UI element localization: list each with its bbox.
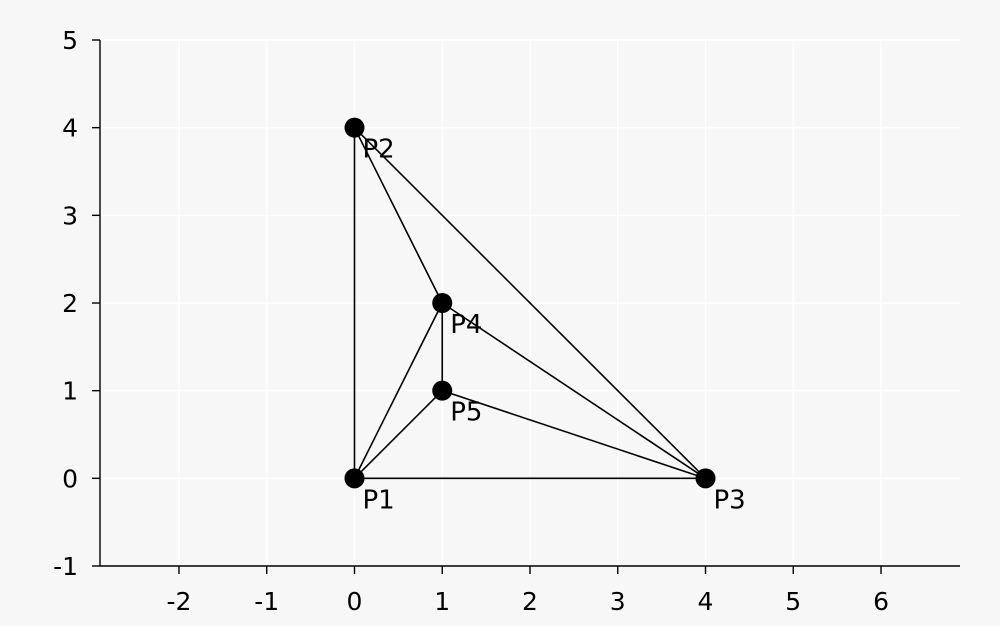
point-p2 <box>344 117 365 138</box>
y-tick-label: 1 <box>62 377 78 406</box>
points <box>344 117 716 489</box>
point-p3 <box>695 468 716 489</box>
x-tick-label: 2 <box>522 587 538 616</box>
point-label-p1: P1 <box>362 485 394 515</box>
y-tick-label: 4 <box>62 114 78 143</box>
edge-p4-p3 <box>441 302 706 479</box>
point-p1 <box>344 468 365 489</box>
y-tick-label: 2 <box>62 289 78 318</box>
point-label-p3: P3 <box>714 485 746 515</box>
ticks: -2 -1 0 1 2 3 4 5 6 -1 0 1 2 3 4 5 <box>53 26 889 616</box>
point-p5 <box>432 380 453 401</box>
x-tick-label: 5 <box>785 587 801 616</box>
y-tick-label: 3 <box>62 201 78 230</box>
point-labels: P1 P2 P3 P4 P5 <box>362 135 745 516</box>
y-tick-label: 0 <box>62 464 78 493</box>
x-tick-label: 0 <box>347 587 363 616</box>
edge-p1-p4 <box>353 302 443 479</box>
point-label-p5: P5 <box>450 398 482 428</box>
x-tick-label: -1 <box>254 587 279 616</box>
edge-p5-p3 <box>441 389 706 480</box>
x-tick-label: 1 <box>434 587 450 616</box>
edges <box>353 127 707 480</box>
point-label-p4: P4 <box>450 310 482 340</box>
y-tick-label: -1 <box>53 552 78 581</box>
y-tick-label: 5 <box>62 26 78 55</box>
point-label-p2: P2 <box>362 135 394 165</box>
x-tick-label: 3 <box>610 587 626 616</box>
edge-p1-p5 <box>353 390 443 479</box>
edge-p2-p4 <box>353 127 443 304</box>
x-tick-label: -2 <box>167 587 192 616</box>
x-tick-label: 6 <box>873 587 889 616</box>
x-tick-label: 4 <box>698 587 714 616</box>
point-p4 <box>432 293 453 313</box>
edge-p2-p3 <box>353 127 707 479</box>
